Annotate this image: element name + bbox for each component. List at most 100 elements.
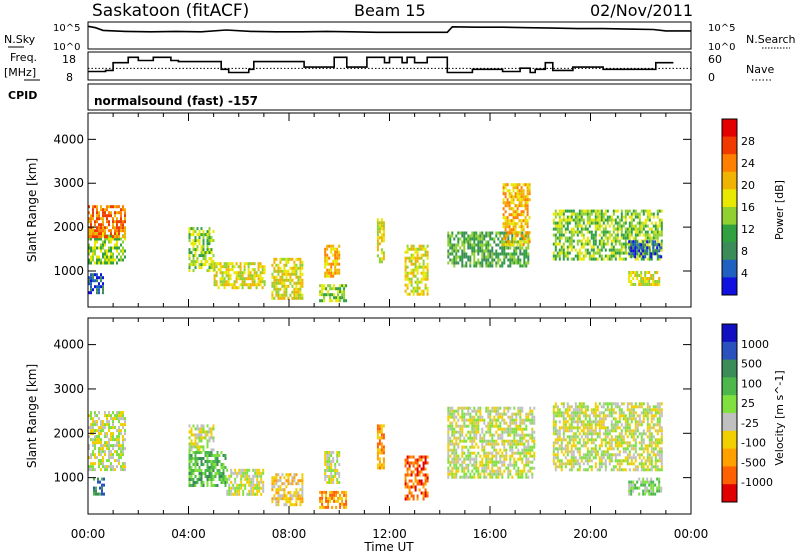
heatmap-cell <box>116 231 118 235</box>
heatmap-cell <box>604 432 607 436</box>
heatmap-cell <box>122 426 124 430</box>
heatmap-cell <box>527 469 530 473</box>
heatmap-cell <box>513 436 516 440</box>
heatmap-cell <box>210 454 213 457</box>
heatmap-cell <box>513 418 516 422</box>
heatmap-cell <box>511 475 514 479</box>
heatmap-cell <box>104 255 106 259</box>
heatmap-cell <box>614 441 617 445</box>
heatmap-cell <box>114 417 116 421</box>
heatmap-cell <box>552 420 555 424</box>
heatmap-cell <box>650 283 653 286</box>
heatmap-cell <box>124 217 126 221</box>
heatmap-cell <box>634 441 637 445</box>
heatmap-cell <box>463 469 466 473</box>
heatmap-cell <box>465 406 468 410</box>
heatmap-cell <box>485 264 488 268</box>
heatmap-cell <box>212 454 215 457</box>
heatmap-cell <box>94 243 96 247</box>
heatmap-cell <box>122 229 124 233</box>
nsky-tick-low: 10^0 <box>53 42 80 53</box>
heatmap-cell <box>495 424 498 428</box>
heatmap-cell <box>487 451 490 455</box>
heatmap-cell <box>323 490 326 494</box>
heatmap-cell <box>558 420 561 424</box>
heatmap-cell <box>98 465 100 469</box>
heatmap-cell <box>449 412 452 416</box>
heatmap-cell <box>479 261 482 265</box>
heatmap-cell <box>634 271 637 274</box>
heatmap-cell <box>483 475 486 479</box>
heatmap-cell <box>283 278 286 282</box>
heatmap-cell <box>624 423 627 427</box>
heatmap-cell <box>495 409 498 413</box>
heatmap-cell <box>510 198 513 202</box>
heatmap-cell <box>477 409 480 413</box>
heatmap-cell <box>642 209 645 213</box>
heatmap-cell <box>526 231 529 235</box>
heatmap-cell <box>463 445 466 449</box>
heatmap-cell <box>640 465 643 469</box>
heatmap-cell <box>120 456 122 460</box>
heatmap-cell <box>192 239 195 243</box>
heatmap-cell <box>285 278 288 282</box>
heatmap-cell <box>277 287 280 291</box>
heatmap-cell <box>251 280 254 284</box>
heatmap-cell <box>654 230 657 234</box>
heatmap-cell <box>515 469 518 473</box>
heatmap-cell <box>592 251 595 255</box>
heatmap-cell <box>485 406 488 410</box>
heatmap-cell <box>572 239 575 243</box>
heatmap-cell <box>606 239 609 243</box>
heatmap-cell <box>582 254 585 258</box>
heatmap-cell <box>521 418 524 422</box>
heatmap-cell <box>106 444 108 448</box>
heatmap-cell <box>612 408 615 412</box>
heatmap-cell <box>650 414 653 418</box>
heatmap-cell <box>461 249 464 253</box>
heatmap-cell <box>289 275 292 279</box>
heatmap-cell <box>461 264 464 268</box>
heatmap-cell <box>592 248 595 252</box>
heatmap-cell <box>489 418 492 422</box>
heatmap-cell <box>656 209 659 213</box>
heatmap-cell <box>104 444 106 448</box>
heatmap-cell <box>287 482 290 486</box>
heatmap-cell <box>238 483 241 487</box>
heatmap-cell <box>499 264 502 268</box>
heatmap-cell <box>453 415 456 419</box>
heatmap-cell <box>216 457 219 460</box>
heatmap-cell <box>271 479 274 483</box>
heatmap-cell <box>101 477 103 481</box>
heatmap-cell <box>636 243 639 247</box>
heatmap-cell <box>424 286 427 290</box>
heatmap-cell <box>295 482 298 486</box>
heatmap-cell <box>495 430 498 434</box>
heatmap-cell <box>332 271 335 275</box>
heatmap-cell <box>566 221 569 225</box>
heatmap-cell <box>598 402 601 406</box>
heatmap-cell <box>376 430 379 434</box>
heatmap-cell <box>522 204 525 208</box>
heatmap-cell <box>473 475 476 479</box>
heatmap-cell <box>319 505 322 509</box>
heatmap-cell <box>630 280 633 283</box>
heatmap-cell <box>227 280 230 284</box>
heatmap-cell <box>656 465 659 469</box>
heatmap-cell <box>586 462 589 466</box>
heatmap-cell <box>426 274 429 278</box>
heatmap-cell <box>106 459 108 463</box>
heatmap-cell <box>406 494 409 498</box>
heatmap-cell <box>463 406 466 410</box>
heatmap-cell <box>503 439 506 443</box>
heatmap-cell <box>493 445 496 449</box>
heatmap-cell <box>634 236 637 240</box>
heatmap-cell <box>453 249 456 253</box>
heatmap-cell <box>299 263 302 267</box>
heatmap-cell <box>213 268 216 272</box>
heatmap-cell <box>198 427 201 431</box>
heatmap-cell <box>447 430 450 434</box>
heatmap-cell <box>118 453 120 457</box>
heatmap-cell <box>279 479 282 483</box>
freq-strip: 18 8 60 0 Freq. [MHz] Nave <box>4 51 774 84</box>
